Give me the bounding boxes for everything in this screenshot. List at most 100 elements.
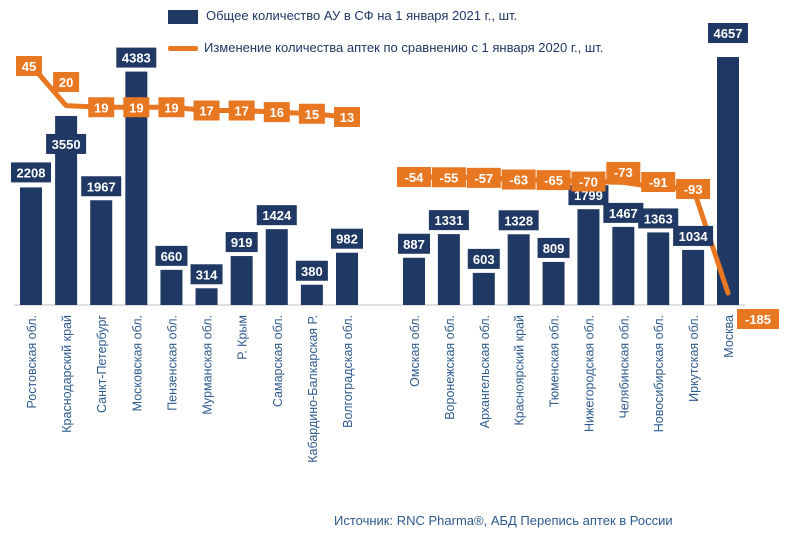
svg-text:-65: -65 [544, 173, 563, 188]
svg-text:1799: 1799 [574, 188, 603, 203]
bar [507, 234, 530, 305]
bar-value-label: 1967 [81, 176, 122, 197]
svg-text:603: 603 [473, 252, 495, 267]
bar-value-label: 919 [225, 232, 258, 253]
legend-line-label: Изменение количества аптек по сравнению … [204, 40, 604, 55]
category-tick-label: Челябинская обл. [617, 315, 631, 418]
line-value-label: 19 [123, 97, 150, 118]
bar-value-label: 4383 [116, 47, 157, 68]
bar-value-label: 1424 [256, 205, 297, 226]
legend-item-line: Изменение количества аптек по сравнению … [168, 40, 603, 55]
svg-text:19: 19 [164, 100, 178, 115]
source-note: Источник: RNC Pharma®, АБД Перепись апте… [334, 513, 673, 528]
category-tick-label: Иркутская обл. [687, 315, 701, 402]
category-tick-label: Московская обл. [130, 315, 144, 411]
svg-text:19: 19 [129, 100, 143, 115]
category-tick-label: Краснодарский край [60, 315, 74, 433]
line-value-label: 17 [193, 100, 220, 121]
svg-text:1424: 1424 [262, 208, 292, 223]
bar-value-label: 314 [190, 264, 223, 285]
category-tick-label: Мурманская обл. [201, 315, 215, 415]
bar [577, 209, 600, 305]
bar [55, 115, 78, 305]
bar [612, 226, 635, 305]
svg-text:3550: 3550 [52, 137, 81, 152]
bar-value-label: 3550 [46, 133, 87, 154]
svg-text:4383: 4383 [122, 51, 151, 66]
line-value-label: -55 [431, 167, 466, 188]
category-tick-label: Санкт-Петербург [95, 315, 109, 413]
svg-text:-63: -63 [509, 173, 528, 188]
svg-text:17: 17 [199, 104, 213, 119]
line-value-label: -185 [737, 309, 779, 329]
svg-text:1967: 1967 [87, 179, 116, 194]
category-tick-label: Воронежская обл. [443, 315, 457, 420]
bar [336, 252, 358, 305]
svg-text:2208: 2208 [17, 165, 46, 180]
bar-value-label: 4657 [708, 23, 748, 43]
line-value-label: 16 [263, 102, 290, 123]
bar-value-label: 1467 [603, 202, 644, 223]
line-value-label: -73 [606, 162, 641, 182]
bar-value-label: 1363 [638, 208, 679, 229]
line-value-label: -91 [641, 172, 676, 192]
bar-value-label: 1328 [498, 210, 539, 231]
bar [300, 284, 323, 305]
svg-text:1467: 1467 [609, 206, 638, 221]
line-value-label: 45 [16, 56, 42, 76]
svg-text:-91: -91 [649, 175, 668, 190]
line-value-label: -65 [536, 170, 571, 191]
bar-value-label: 809 [537, 237, 570, 258]
line-value-label: -63 [501, 169, 536, 190]
svg-text:-70: -70 [579, 175, 598, 190]
svg-text:809: 809 [543, 241, 565, 256]
bar-value-label: 1034 [673, 225, 714, 246]
category-tick-label: Волгоградская обл. [341, 315, 355, 428]
category-tick-label: Тюменская обл. [548, 315, 562, 407]
category-tick-label: Красноярский край [513, 315, 527, 426]
legend-bar-swatch [168, 9, 198, 24]
bar-value-label: 982 [331, 228, 363, 249]
category-tick-label: Р. Крым [236, 315, 250, 360]
svg-text:4657: 4657 [714, 26, 743, 41]
bar [265, 229, 288, 305]
series-line [411, 174, 731, 296]
svg-text:1331: 1331 [434, 213, 463, 228]
category-tick-label: Кабардино-Балкарская Р. [306, 315, 320, 463]
bar-value-label: 380 [295, 260, 328, 281]
bar [20, 187, 42, 305]
bar-value-label: 1331 [428, 210, 469, 231]
bar [647, 232, 670, 305]
line-value-label: 19 [88, 97, 115, 118]
line-value-label: 15 [298, 103, 325, 124]
bar-value-label: 660 [155, 245, 188, 266]
series-line [28, 62, 350, 120]
svg-text:314: 314 [196, 267, 218, 282]
category-tick-label: Самарская обл. [271, 315, 285, 407]
line-value-label: -57 [466, 167, 501, 188]
legend-item-bars: Общее количество АУ в СФ на 1 января 202… [168, 8, 517, 24]
line-value-label: 17 [228, 100, 255, 121]
svg-text:-57: -57 [474, 171, 493, 186]
category-tick-label: Нижегородская обл. [582, 315, 596, 432]
bar [717, 57, 739, 305]
line-value-label: -54 [397, 167, 431, 187]
category-tick-label: Ростовская обл. [25, 315, 39, 409]
svg-text:982: 982 [336, 232, 358, 247]
bar [542, 261, 565, 305]
svg-text:1363: 1363 [644, 211, 673, 226]
bar [230, 256, 253, 305]
line-value-label: 13 [334, 107, 360, 127]
bar [472, 272, 495, 305]
svg-text:887: 887 [403, 237, 425, 252]
svg-text:660: 660 [161, 249, 183, 264]
bar-value-label: 887 [398, 233, 430, 254]
svg-text:17: 17 [234, 104, 248, 119]
bar [125, 71, 148, 305]
bar [160, 269, 183, 305]
category-tick-label: Новосибирская обл. [652, 315, 666, 432]
category-tick-label: Омская обл. [408, 315, 422, 387]
svg-text:13: 13 [340, 110, 354, 125]
svg-text:919: 919 [231, 235, 253, 250]
